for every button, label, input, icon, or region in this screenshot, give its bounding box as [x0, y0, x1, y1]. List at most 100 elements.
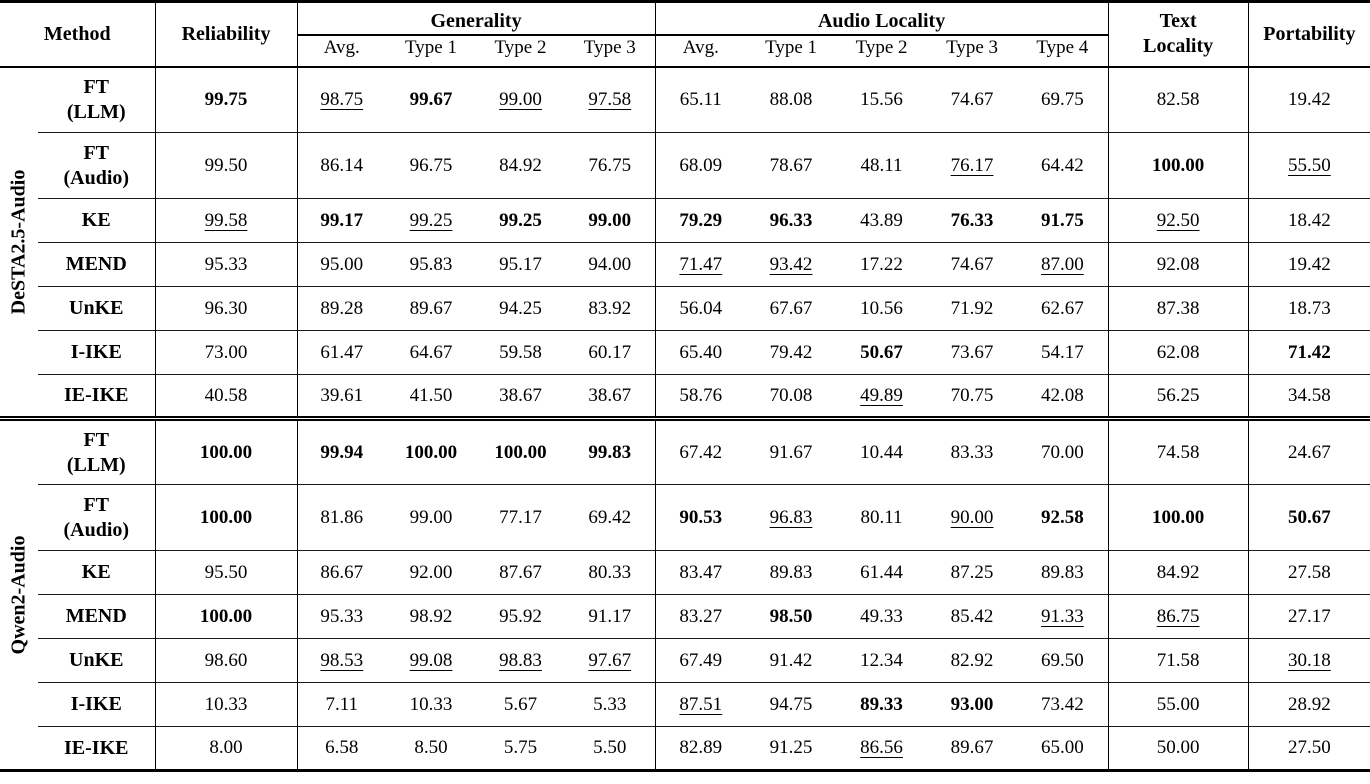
- value: 95.00: [320, 253, 364, 275]
- value-cell: 8.00: [155, 726, 298, 771]
- best-value: 90.53: [679, 506, 723, 528]
- value-cell: 64.67: [386, 330, 477, 375]
- value: 65.11: [679, 89, 722, 111]
- best-value: 100.00: [199, 506, 253, 528]
- value-cell: 61.44: [836, 550, 928, 595]
- value-cell: 69.75: [1017, 66, 1109, 133]
- table-row: FT (Audio) 99.50 86.14 96.75 84.92 76.75 68.09…: [0, 132, 1370, 199]
- value: 48.11: [860, 154, 903, 176]
- value-cell: 62.67: [1017, 286, 1109, 331]
- value-cell: 87.67: [476, 550, 566, 595]
- best-value: 50.67: [860, 341, 903, 363]
- second-best-value: 93.42: [769, 253, 813, 275]
- value-cell: 19.42: [1248, 67, 1370, 133]
- value-cell: 71.47: [655, 242, 747, 287]
- value-cell: 67.42: [655, 416, 747, 485]
- best-value: 100.00: [494, 441, 547, 463]
- value-cell: 76.75: [565, 132, 656, 199]
- second-best-value: 55.50: [1287, 154, 1331, 176]
- value-cell: 98.92: [386, 594, 477, 639]
- value-cell: 99.94: [297, 416, 387, 485]
- value: 89.67: [950, 737, 994, 759]
- value: 83.92: [588, 297, 632, 319]
- header-audio-type1: Type 1: [746, 35, 837, 68]
- value-cell: 70.08: [746, 374, 837, 419]
- best-value: 100.00: [199, 441, 253, 463]
- value: 19.42: [1287, 253, 1331, 275]
- value-cell: 89.28: [297, 286, 387, 331]
- value: 12.34: [860, 649, 903, 671]
- best-value: 79.29: [679, 209, 723, 231]
- value-cell: 60.17: [565, 330, 656, 375]
- second-best-value: 97.58: [588, 89, 632, 111]
- value-cell: 90.53: [655, 484, 747, 551]
- value-cell: 71.92: [927, 286, 1018, 331]
- value-cell: 80.33: [565, 550, 656, 595]
- value-cell: 100.00: [386, 416, 477, 485]
- table-row: I-IKE 73.00 61.47 64.67 59.58 60.17 65.40 79.42…: [0, 330, 1370, 375]
- value-cell: 69.50: [1017, 638, 1109, 683]
- value: 86.14: [320, 154, 364, 176]
- best-value: 100.00: [1151, 506, 1205, 528]
- value-cell: 50.00: [1108, 726, 1249, 771]
- value: 80.33: [588, 561, 632, 583]
- value-cell: 73.67: [927, 330, 1018, 375]
- value: 98.92: [409, 605, 453, 627]
- value-cell: 49.33: [836, 594, 928, 639]
- value: 27.17: [1287, 605, 1331, 627]
- value-cell: 6.58: [297, 726, 387, 771]
- value-cell: 82.92: [927, 638, 1018, 683]
- value-cell: 65.00: [1017, 726, 1109, 771]
- second-best-value: 49.89: [860, 384, 903, 406]
- value: 41.50: [409, 384, 453, 406]
- best-value: 99.00: [588, 209, 632, 231]
- value: 82.58: [1156, 89, 1200, 111]
- value: 24.67: [1287, 441, 1331, 463]
- value-cell: 96.33: [746, 198, 837, 243]
- value: 65.00: [1040, 737, 1084, 759]
- value-cell: 89.67: [386, 286, 477, 331]
- value-cell: 89.33: [836, 682, 928, 727]
- value-cell: 100.00: [155, 416, 298, 485]
- best-value: 50.67: [1287, 506, 1331, 528]
- second-best-value: 98.83: [499, 649, 542, 671]
- value: 10.33: [204, 693, 248, 715]
- value-cell: 78.67: [746, 132, 837, 199]
- value-cell: 82.58: [1108, 66, 1249, 133]
- value-cell: 95.83: [386, 242, 477, 287]
- value-cell: 5.50: [565, 726, 656, 771]
- value-cell: 62.08: [1108, 330, 1249, 375]
- header-portability: Portability: [1248, 1, 1370, 68]
- value-cell: 70.00: [1017, 416, 1109, 485]
- value: 92.00: [409, 561, 453, 583]
- second-best-value: 92.50: [1156, 209, 1200, 231]
- table-row: IE-IKE 8.00 6.58 8.50 5.75 5.50 82.89 91.25 86.5…: [0, 726, 1370, 771]
- value-cell: 89.67: [927, 726, 1018, 771]
- second-best-value: 91.33: [1040, 605, 1084, 627]
- value: 73.00: [204, 341, 248, 363]
- value: 71.92: [950, 297, 994, 319]
- value-cell: 30.18: [1248, 638, 1370, 683]
- second-best-value: 76.17: [950, 154, 994, 176]
- value-cell: 98.60: [155, 638, 298, 683]
- value-cell: 83.33: [927, 416, 1018, 485]
- value: 95.83: [409, 253, 453, 275]
- value-cell: 56.25: [1108, 374, 1249, 419]
- header-method: Method: [0, 1, 156, 68]
- value: 5.67: [503, 693, 538, 715]
- value: 58.76: [679, 384, 723, 406]
- value-cell: 96.30: [155, 286, 298, 331]
- value-cell: 27.58: [1248, 550, 1370, 595]
- second-best-value: 96.83: [769, 506, 813, 528]
- value-cell: 98.75: [297, 67, 386, 133]
- value: 5.33: [593, 693, 627, 715]
- value-cell: 50.67: [1248, 484, 1370, 551]
- value-cell: 94.75: [746, 682, 837, 727]
- table-row: MEND 100.00 95.33 98.92 95.92 91.17 83.27 98.50…: [0, 594, 1370, 639]
- value-cell: 69.42: [565, 484, 656, 551]
- value: 8.00: [209, 737, 243, 759]
- value-cell: 38.67: [565, 374, 656, 419]
- value: 62.67: [1040, 297, 1084, 319]
- value-cell: 97.58: [565, 66, 656, 133]
